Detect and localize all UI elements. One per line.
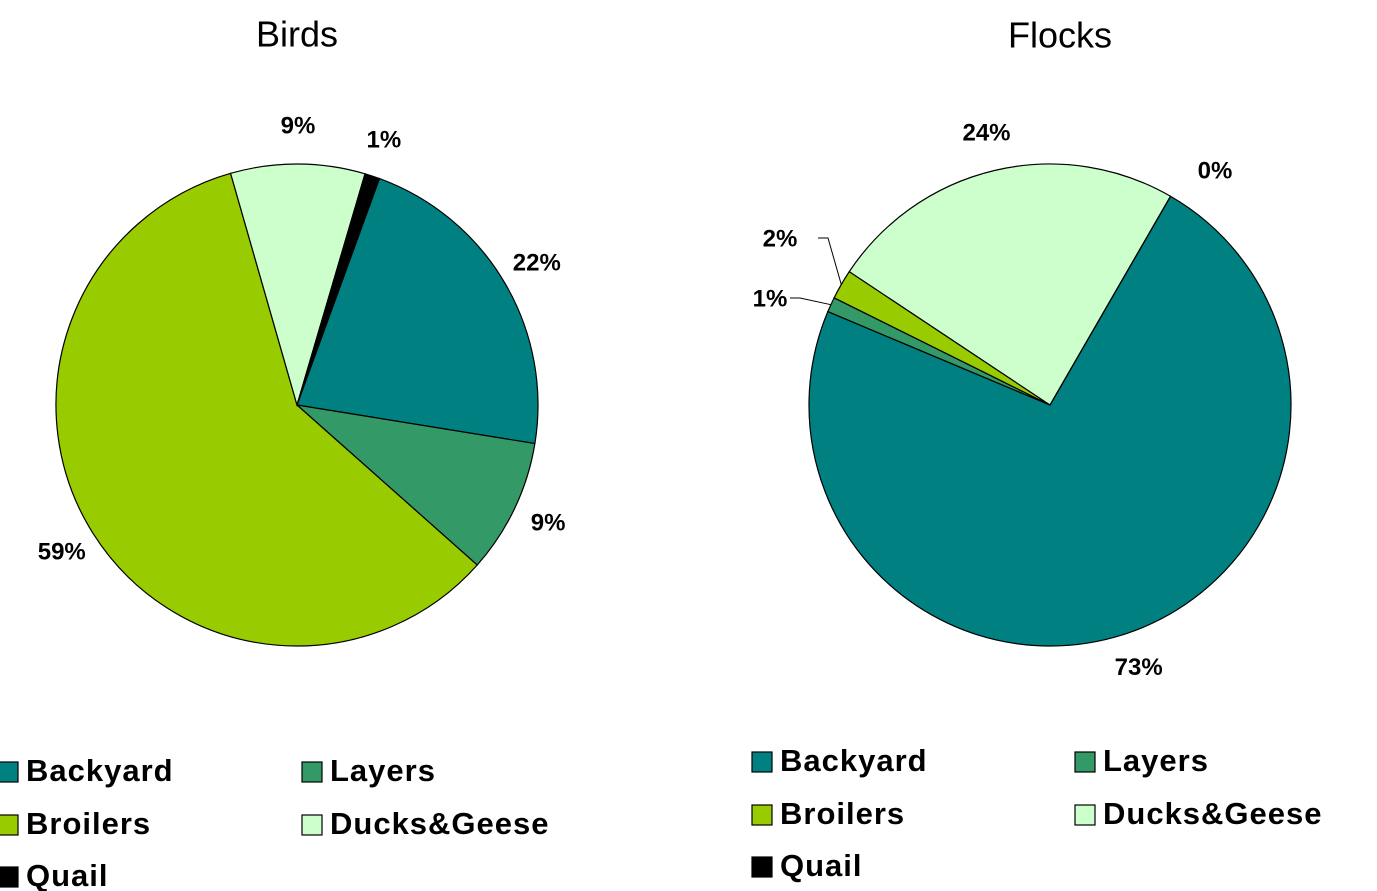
data-label: 24% <box>962 120 1010 147</box>
legend-swatch <box>301 814 323 836</box>
pie-slice <box>229 163 366 408</box>
legend-label: Backyard <box>26 753 174 788</box>
legend-label: Layers <box>330 753 436 788</box>
pie-slice <box>296 173 381 406</box>
legend-label: Ducks&Geese <box>1103 796 1323 831</box>
legend-label: Layers <box>1103 743 1209 778</box>
pie-slice <box>55 172 479 647</box>
legend-swatch <box>301 761 323 783</box>
legend-swatch <box>751 751 773 773</box>
legend-swatch <box>1074 804 1096 826</box>
data-label: 0% <box>1198 157 1233 184</box>
chart-title: Flocks <box>1008 15 1112 56</box>
legend-swatch <box>751 804 773 826</box>
legend-label: Backyard <box>780 743 928 778</box>
leader-line <box>790 297 831 306</box>
legend-swatch <box>0 866 19 888</box>
data-label: 73% <box>1115 654 1163 681</box>
pie-slice <box>1049 195 1172 406</box>
legend-label: Quail <box>26 858 109 891</box>
legend-label: Broilers <box>26 806 151 841</box>
legend-label: Ducks&Geese <box>330 806 550 841</box>
data-label: 9% <box>281 112 316 139</box>
legend-swatch <box>0 814 19 836</box>
data-label: 2% <box>763 225 798 252</box>
legend-swatch <box>1074 751 1096 773</box>
data-label: 1% <box>753 285 788 312</box>
data-label: 1% <box>366 126 401 153</box>
legend-swatch <box>0 761 19 783</box>
pie-slice <box>295 404 536 566</box>
legend-swatch <box>751 856 773 878</box>
data-label: 9% <box>531 510 566 537</box>
data-label: 59% <box>38 538 86 565</box>
chart-title: Birds <box>256 14 338 55</box>
data-label: 22% <box>513 250 561 277</box>
legend-label: Broilers <box>780 796 905 831</box>
leader-line <box>818 237 842 285</box>
pie-slice <box>296 177 539 445</box>
pie-slice <box>808 195 1292 647</box>
legend-label: Quail <box>780 848 863 883</box>
pie-slice <box>848 163 1172 406</box>
